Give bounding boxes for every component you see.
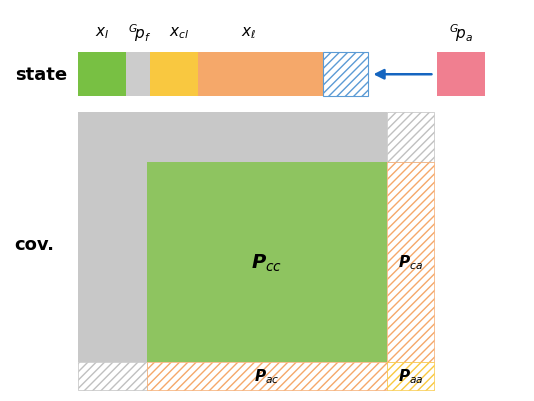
Bar [147, 362, 387, 390]
Text: $\boldsymbol{P}_{aa}$: $\boldsymbol{P}_{aa}$ [398, 367, 423, 385]
Text: $\boldsymbol{P}_{ac}$: $\boldsymbol{P}_{ac}$ [254, 367, 280, 385]
Text: $^G\!p_f$: $^G\!p_f$ [128, 22, 151, 44]
Bar [437, 53, 485, 97]
Text: $\boldsymbol{P}_{ca}$: $\boldsymbol{P}_{ca}$ [398, 253, 423, 271]
Text: $x_{\ell}$: $x_{\ell}$ [241, 25, 256, 41]
Bar [78, 113, 387, 362]
Text: cov.: cov. [14, 235, 54, 253]
Bar [78, 53, 126, 97]
Bar [126, 53, 150, 97]
Bar [387, 362, 434, 390]
Bar [387, 163, 434, 362]
Bar [387, 113, 434, 163]
Text: $\boldsymbol{P}_{cc}$: $\boldsymbol{P}_{cc}$ [252, 251, 282, 273]
Bar [323, 53, 368, 97]
Bar [78, 362, 147, 390]
Text: $x_{cl}$: $x_{cl}$ [169, 25, 190, 41]
Bar [150, 53, 198, 97]
Bar [198, 53, 323, 97]
Text: $x_I$: $x_I$ [95, 25, 109, 41]
Bar [147, 163, 387, 362]
Text: state: state [14, 66, 67, 84]
Text: $^G\!p_a$: $^G\!p_a$ [449, 22, 473, 44]
